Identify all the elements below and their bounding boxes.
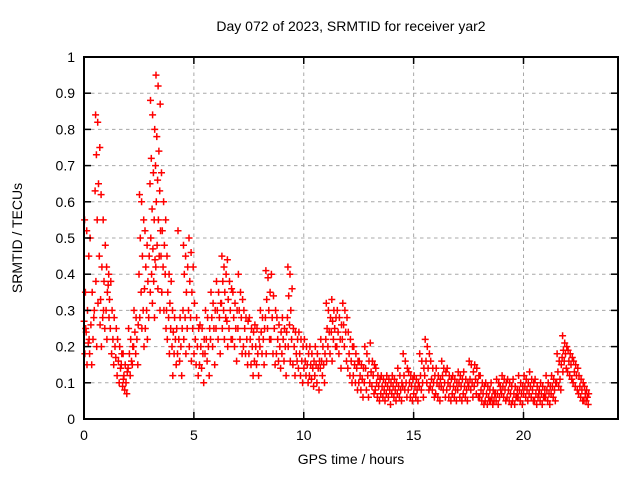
y-tick-label: 0.3: [56, 302, 76, 318]
y-tick-label: 0.8: [56, 121, 76, 137]
plot-border: [83, 56, 619, 420]
y-tick-label: 0.5: [56, 230, 76, 246]
x-axis-label: GPS time / hours: [298, 451, 405, 467]
y-tick-label: 0: [67, 411, 75, 427]
y-tick-label: 0.6: [56, 194, 76, 210]
x-tick-label: 5: [190, 427, 198, 443]
y-tick-label: 0.1: [56, 375, 76, 391]
chart-title: Day 072 of 2023, SRMTID for receiver yar…: [216, 18, 485, 34]
x-tick-label: 0: [80, 427, 88, 443]
y-tick-labels: 0 0.1 0.2 0.3 0.4 0.5 0.6 0.7 0.8 0.9 1: [56, 49, 76, 427]
y-tick-label: 0.9: [56, 85, 76, 101]
x-tick-label: 15: [406, 427, 422, 443]
y-tick-label: 0.4: [56, 266, 76, 282]
y-tick-label: 0.7: [56, 158, 76, 174]
x-tick-label: 20: [516, 427, 532, 443]
y-tick-label: 1: [67, 49, 75, 65]
y-axis-label: SRMTID / TECUs: [9, 183, 25, 293]
x-tick-labels: 0 5 10 15 20: [80, 427, 531, 443]
x-tick-label: 10: [296, 427, 312, 443]
y-tick-label: 0.2: [56, 339, 76, 355]
